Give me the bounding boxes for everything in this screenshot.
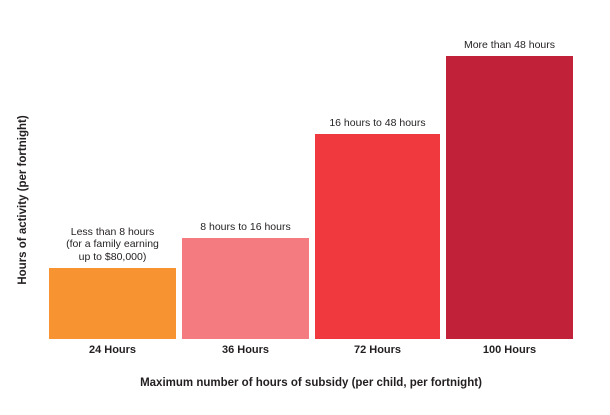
bar-value-label-line: 16 hours to 48 hours — [329, 116, 426, 129]
plot-area: Less than 8 hours (for a family earning up… — [49, 39, 573, 356]
bar-value-label-line: up to $80,000) — [78, 250, 147, 263]
x-tick-label: 36 Hours — [221, 344, 270, 356]
x-tick-label: 24 Hours — [88, 344, 137, 356]
bar — [315, 134, 440, 339]
bar-group-1: Less than 8 hours (for a family earning up… — [49, 226, 176, 356]
x-tick-label: 100 Hours — [482, 344, 537, 356]
bar — [182, 238, 309, 339]
bar-value-label-line: Less than 8 hours — [70, 225, 155, 238]
x-tick-label: 72 Hours — [353, 344, 402, 356]
bar-group-2: 8 hours to 16 hours 36 Hours — [182, 221, 309, 356]
bar-value-label-line: 8 hours to 16 hours — [200, 220, 291, 233]
bar — [446, 56, 573, 339]
bar — [49, 268, 176, 339]
bar-value-label: More than 48 hours — [425, 39, 595, 52]
bar-group-3: 16 hours to 48 hours 72 Hours — [315, 117, 440, 356]
bar-value-label-line: (for a family earning — [66, 238, 159, 250]
bar-group-4: More than 48 hours 100 Hours — [446, 39, 573, 356]
bar-value-label: 8 hours to 16 hours — [161, 221, 331, 234]
bar-value-label: Less than 8 hours (for a family earning up… — [28, 226, 198, 264]
x-axis-title: Maximum number of hours of subsidy (per … — [140, 377, 482, 389]
bar-value-label: 16 hours to 48 hours — [293, 117, 463, 130]
bar-value-label-line: More than 48 hours — [463, 38, 556, 51]
